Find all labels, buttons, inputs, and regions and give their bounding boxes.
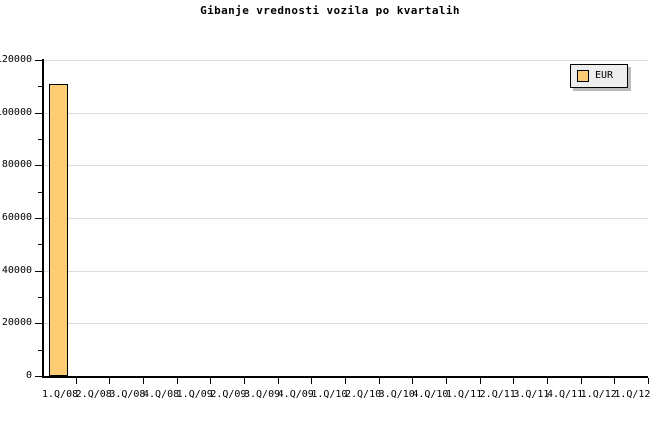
x-axis-tick: [581, 378, 582, 384]
x-axis-label: 2.Q/11: [479, 389, 516, 400]
x-axis-label: 1.Q/10: [311, 389, 348, 400]
x-axis-label: 1.Q/08: [42, 389, 79, 400]
x-axis-tick: [311, 378, 312, 384]
x-axis-label: 4.Q/09: [277, 389, 314, 400]
y-axis-label: 20000: [1, 317, 32, 329]
x-axis-tick: [412, 378, 413, 384]
y-axis-minor-tick: [38, 86, 43, 88]
y-axis-line: [42, 59, 44, 377]
x-axis-tick: [547, 378, 548, 384]
x-axis-tick: [345, 378, 346, 384]
x-axis-tick: [379, 378, 380, 384]
gridline: [42, 218, 648, 219]
y-axis-minor-tick: [38, 349, 43, 351]
x-axis-label: 3.Q/10: [378, 389, 415, 400]
y-axis-label: 40000: [1, 264, 32, 276]
x-axis-label: 1.Q/12: [614, 389, 651, 400]
y-axis-tick: [35, 270, 43, 272]
y-axis-label: 60000: [1, 212, 32, 223]
x-axis-tick: [513, 378, 514, 384]
x-axis-label: 1.Q/11: [446, 389, 483, 400]
legend-label-eur: EUR: [595, 70, 614, 81]
x-axis-label: 3.Q/08: [109, 389, 146, 400]
x-axis-tick: [244, 378, 245, 384]
x-axis-label: 1.Q/09: [176, 389, 213, 400]
x-axis-tick: [177, 378, 178, 384]
x-axis-label: 4.Q/08: [143, 389, 180, 400]
x-axis-tick: [210, 378, 211, 384]
x-axis-label: 2.Q/09: [210, 389, 247, 400]
bar[interactable]: [49, 83, 69, 376]
x-axis-label: 4.Q/10: [412, 389, 449, 400]
y-axis-label: 120000: [0, 54, 32, 65]
plot-area: [42, 60, 648, 376]
y-axis-label: 0: [25, 370, 32, 381]
x-axis-tick: [278, 378, 279, 384]
x-axis-tick: [446, 378, 447, 384]
y-axis-minor-tick: [38, 139, 43, 140]
x-axis-label: 4.Q/11: [547, 389, 584, 400]
x-axis-tick: [109, 378, 110, 384]
y-axis-label: 100000: [0, 106, 32, 118]
y-axis-tick: [35, 60, 43, 61]
x-axis-label: 3.Q/09: [244, 389, 281, 400]
legend-swatch-eur: [577, 70, 589, 82]
y-axis-label: 80000: [1, 159, 32, 171]
legend-item-eur[interactable]: EUR: [571, 65, 627, 87]
y-axis-tick: [35, 323, 43, 325]
x-axis-tick: [614, 378, 615, 384]
x-axis-tick: [143, 378, 144, 384]
x-axis-tick: [480, 378, 481, 384]
chart-title: Gibanje vrednosti vozila po kvartalih: [200, 4, 460, 17]
x-axis-tick: [648, 378, 649, 384]
y-axis-minor-tick: [38, 244, 43, 246]
x-axis-label: 1.Q/12: [580, 389, 617, 400]
y-axis-tick: [35, 376, 43, 377]
y-axis-minor-tick: [38, 297, 43, 298]
x-axis-label: 3.Q/11: [513, 389, 550, 400]
y-axis-minor-tick: [38, 191, 43, 193]
gridline: [42, 165, 648, 167]
legend[interactable]: EUR: [570, 64, 628, 88]
x-axis-line: [42, 376, 648, 378]
gridline: [42, 270, 648, 272]
x-axis-tick: [76, 378, 77, 384]
gridline: [42, 323, 648, 325]
x-axis-label: 2.Q/10: [345, 389, 382, 400]
gridline: [42, 60, 648, 61]
y-axis-tick: [35, 218, 43, 219]
y-axis-tick: [35, 165, 43, 167]
gridline: [42, 112, 648, 114]
x-axis-label: 2.Q/08: [75, 389, 112, 400]
y-axis-tick: [35, 112, 43, 114]
